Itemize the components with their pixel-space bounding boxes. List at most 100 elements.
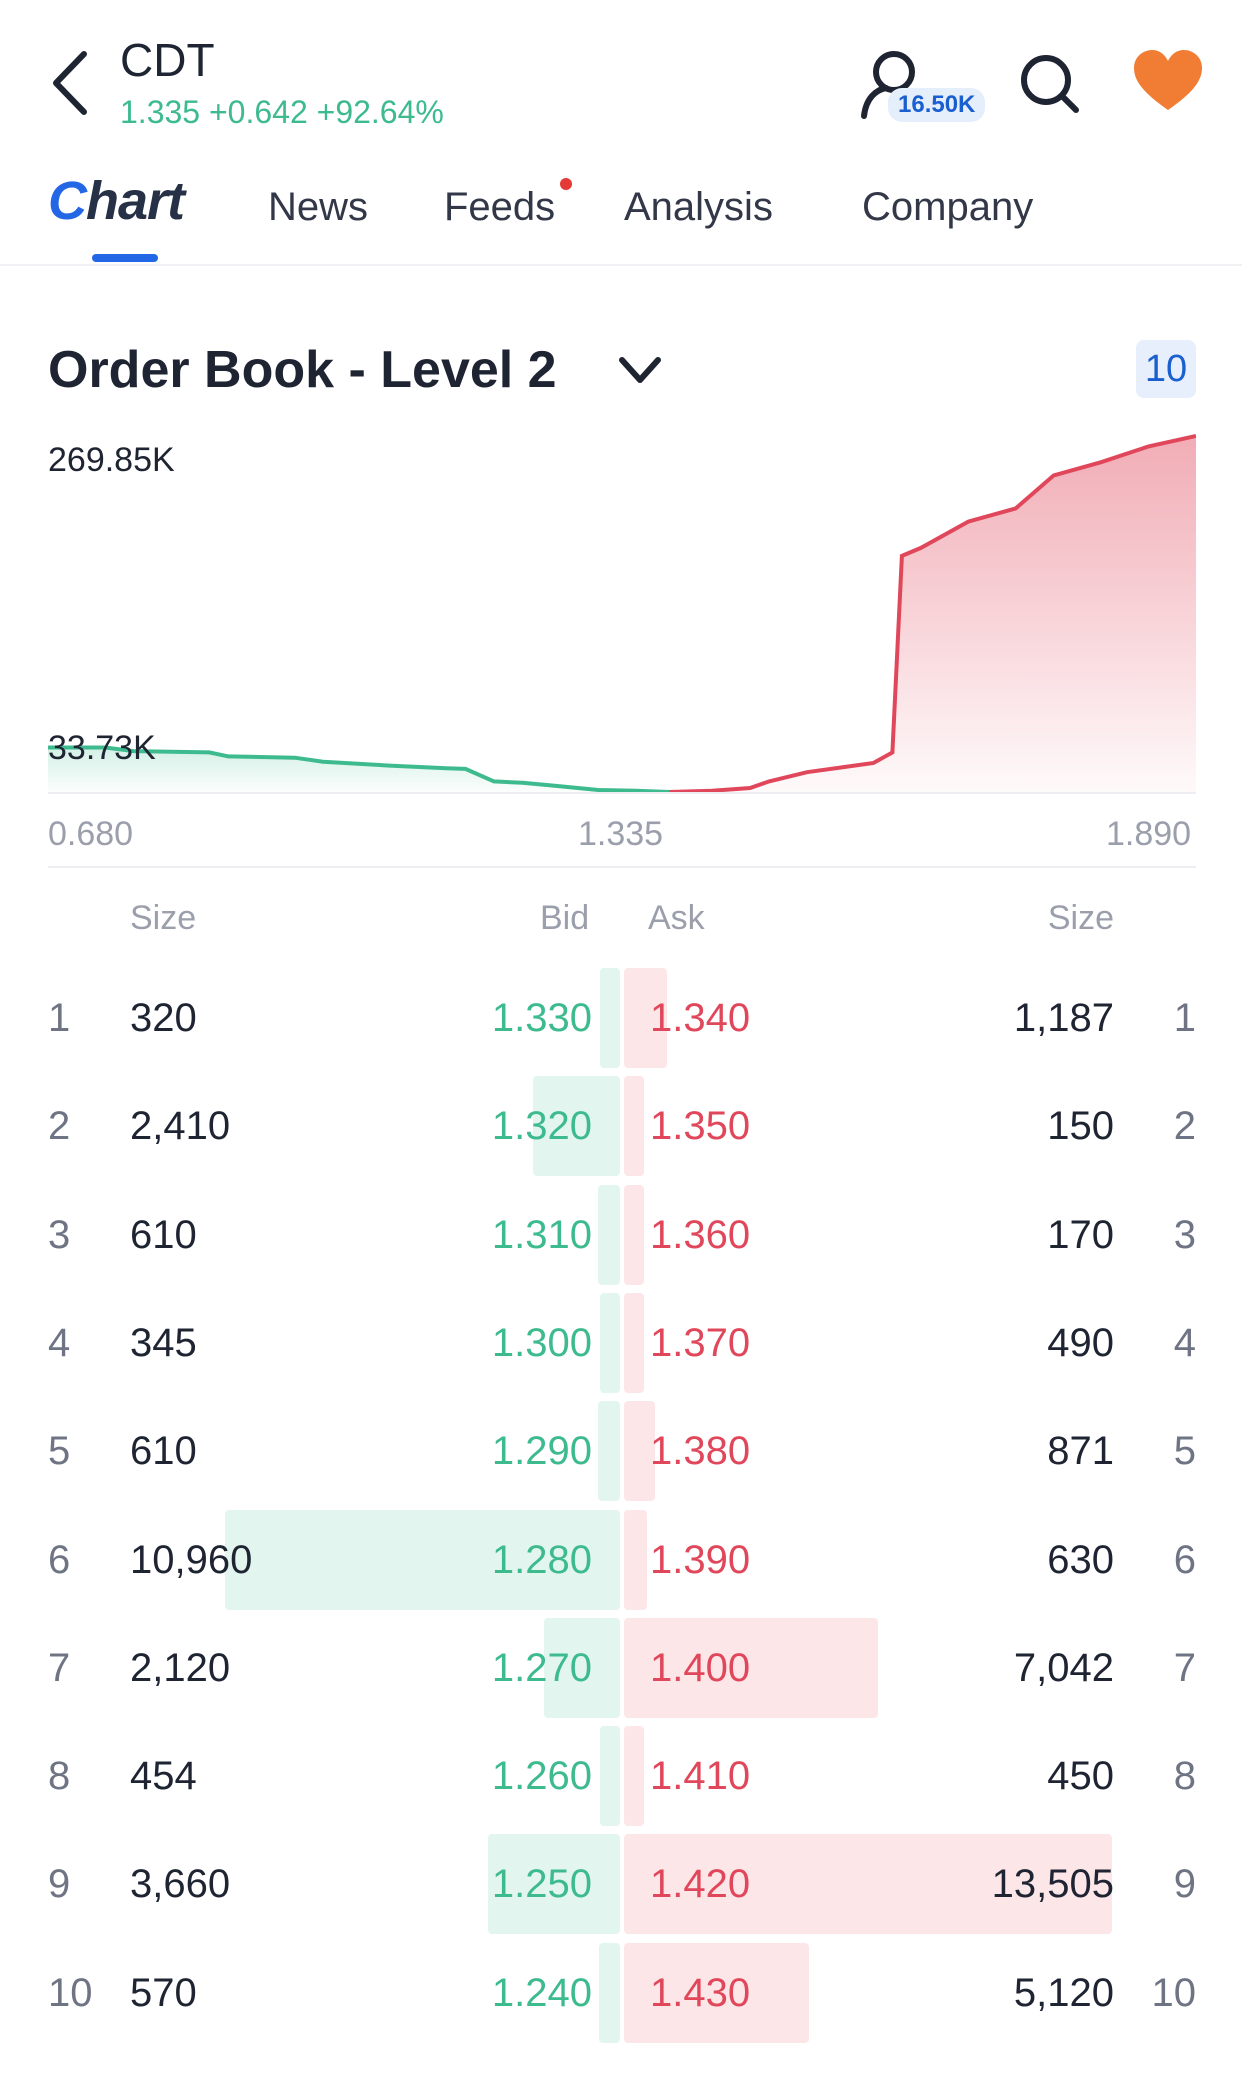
bid-level-index: 10 — [48, 1970, 93, 2015]
ask-depth-area — [669, 436, 1196, 792]
chevron-down-icon[interactable] — [618, 352, 662, 388]
ask-level-index: 2 — [1173, 1104, 1196, 1149]
tab-bar: Chart News Feeds Analysis Company — [0, 168, 1242, 266]
ask-price: 1.370 — [650, 1320, 751, 1365]
ask-size-bar — [624, 1076, 644, 1177]
tab-feeds[interactable]: Feeds — [444, 185, 556, 229]
depth-selector[interactable]: 10 — [1136, 340, 1196, 398]
ask-price: 1.380 — [650, 1429, 751, 1474]
bid-price: 1.260 — [491, 1754, 592, 1799]
col-ask-size: Size — [1047, 899, 1114, 937]
ask-price: 1.410 — [650, 1754, 751, 1799]
bid-price: 1.280 — [491, 1537, 592, 1582]
ask-size-bar — [624, 1942, 809, 2043]
ask-size: 630 — [1047, 1537, 1114, 1582]
bid-price: 1.270 — [491, 1645, 592, 1690]
ask-price: 1.350 — [650, 1104, 751, 1149]
orderbook-row[interactable]: 7 2,120 1.270 1.400 7,042 7 — [0, 1614, 1242, 1722]
bid-depth-area — [48, 747, 670, 792]
followers-badge: 16.50K — [888, 88, 986, 122]
ask-size-bar — [624, 968, 667, 1068]
bid-level-index: 9 — [48, 1862, 71, 1907]
depth-chart — [48, 434, 1196, 794]
ask-size: 450 — [1047, 1754, 1114, 1799]
ask-price: 1.400 — [650, 1645, 751, 1690]
x-tick-min: 0.680 — [48, 815, 134, 853]
bid-size: 320 — [130, 996, 197, 1040]
bid-size-bar — [600, 1292, 620, 1393]
ask-level-index: 6 — [1173, 1537, 1196, 1582]
ask-size: 13,505 — [991, 1862, 1114, 1907]
tab-news[interactable]: News — [268, 185, 369, 229]
orderbook-row[interactable]: 9 3,660 1.250 1.420 13,505 9 — [0, 1830, 1242, 1938]
back-arrow-icon[interactable] — [46, 48, 96, 118]
col-ask: Ask — [648, 899, 705, 937]
tab-company[interactable]: Company — [862, 185, 1034, 229]
bid-size-bar — [600, 1726, 620, 1827]
ask-price: 1.390 — [650, 1537, 751, 1582]
bid-size-bar — [533, 1076, 620, 1177]
ask-level-index: 5 — [1173, 1429, 1196, 1474]
ask-price: 1.430 — [650, 1970, 751, 2015]
ask-level-index: 4 — [1173, 1320, 1196, 1365]
ask-size-bar — [624, 1292, 644, 1393]
ticker-symbol: CDT — [120, 34, 215, 86]
y-label-max: 269.85K — [48, 441, 175, 479]
bid-size: 10,960 — [130, 1537, 253, 1582]
ask-depth-line — [669, 434, 1196, 794]
bid-size-bar — [600, 968, 620, 1068]
orderbook-row[interactable]: 3 610 1.310 1.360 170 3 — [0, 1181, 1242, 1289]
bid-level-index: 4 — [48, 1320, 71, 1365]
orderbook-row[interactable]: 1 320 1.330 1.340 1,187 1 — [0, 964, 1242, 1072]
ask-size: 150 — [1047, 1104, 1114, 1149]
orderbook-row[interactable]: 4 345 1.300 1.370 490 4 — [0, 1289, 1242, 1397]
bid-level-index: 6 — [48, 1537, 71, 1582]
bid-size: 610 — [130, 1429, 197, 1474]
orderbook-row[interactable]: 6 10,960 1.280 1.390 630 6 — [0, 1506, 1242, 1614]
search-icon[interactable] — [1016, 50, 1082, 116]
bid-size: 454 — [130, 1754, 197, 1799]
y-label-mid: 33.73K — [48, 729, 156, 767]
chart-separator — [48, 866, 1196, 868]
ask-size: 5,120 — [1013, 1970, 1114, 2015]
bid-size-bar — [225, 1509, 620, 1610]
bid-size-bar — [598, 1184, 620, 1285]
orderbook-row[interactable]: 2 2,410 1.320 1.350 150 2 — [0, 1072, 1242, 1180]
ask-size-bar — [624, 1184, 644, 1285]
ask-level-index: 9 — [1173, 1862, 1196, 1907]
bid-depth-line — [48, 745, 670, 794]
bid-size-bar — [543, 1617, 620, 1718]
orderbook-title[interactable]: Order Book - Level 2 — [48, 341, 557, 399]
ask-size-bar — [624, 1509, 647, 1610]
tab-analysis[interactable]: Analysis — [624, 185, 773, 229]
heart-icon[interactable] — [1132, 48, 1204, 114]
bid-level-index: 7 — [48, 1645, 71, 1690]
bid-size-bar — [598, 1401, 620, 1502]
x-tick-mid: 1.335 — [578, 815, 664, 853]
bid-size-bar — [599, 1942, 620, 2043]
bid-size: 610 — [130, 1212, 197, 1257]
bid-level-index: 8 — [48, 1754, 71, 1799]
bid-level-index: 2 — [48, 1104, 71, 1149]
orderbook-row[interactable]: 8 454 1.260 1.410 450 8 — [0, 1722, 1242, 1830]
bid-level-index: 1 — [48, 996, 71, 1040]
chart-baseline — [48, 792, 1196, 794]
tab-chart[interactable]: Chart — [48, 174, 185, 228]
bid-level-index: 3 — [48, 1212, 71, 1257]
ask-size: 170 — [1047, 1212, 1114, 1257]
ask-size: 490 — [1047, 1320, 1114, 1365]
col-bid-size: Size — [130, 899, 197, 937]
col-bid: Bid — [540, 899, 590, 937]
ask-size: 871 — [1047, 1429, 1114, 1474]
orderbook-row[interactable]: 5 610 1.290 1.380 871 5 — [0, 1397, 1242, 1505]
orderbook-row[interactable]: 10 570 1.240 1.430 5,120 10 — [0, 1939, 1242, 2047]
ask-price: 1.340 — [650, 996, 751, 1040]
bid-size: 2,410 — [130, 1104, 231, 1149]
bid-level-index: 5 — [48, 1429, 71, 1474]
ask-size-bar — [624, 1834, 1112, 1935]
ask-level-index: 8 — [1173, 1754, 1196, 1799]
tab-chart-label: Chart — [48, 171, 185, 231]
ask-size: 7,042 — [1013, 1645, 1114, 1690]
bid-price: 1.250 — [491, 1862, 592, 1907]
bid-size: 2,120 — [130, 1645, 231, 1690]
